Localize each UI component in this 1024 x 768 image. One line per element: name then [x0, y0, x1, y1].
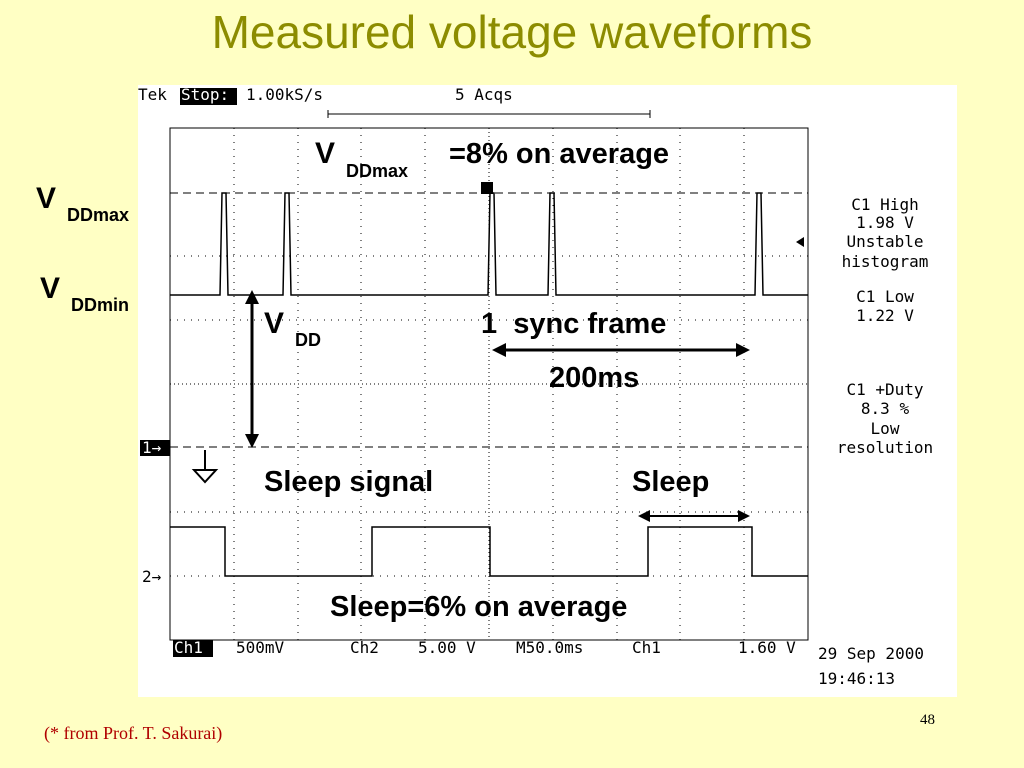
- footnote: (* from Prof. T. Sakurai): [44, 723, 222, 744]
- vddmax-text: =8% on average: [449, 138, 669, 170]
- footer-time: M50.0ms: [516, 638, 583, 657]
- vddmax-v: V: [315, 137, 335, 170]
- readout: resolution: [837, 438, 933, 457]
- readout: 1.22 V: [856, 306, 914, 325]
- footer-trigger-level: 1.60 V: [738, 638, 796, 657]
- page-number: 48: [920, 712, 935, 728]
- scope-rate: 1.00kS/s: [246, 85, 323, 104]
- readout: C1 High: [851, 195, 918, 214]
- vddmax-left-v: V: [36, 182, 56, 215]
- cursor-marker: [796, 237, 804, 247]
- ch2-marker: 2→: [142, 567, 162, 586]
- sleep-average: Sleep=6% on average: [330, 591, 627, 623]
- readout: Unstable: [846, 232, 923, 251]
- ch2-waveform: [170, 526, 808, 577]
- vddmax-sub: DDmax: [346, 161, 408, 181]
- footer-ch2-scale: 5.00 V: [418, 638, 476, 657]
- footer-date: 29 Sep 2000: [818, 644, 924, 663]
- footer-ch2: Ch2: [350, 638, 379, 657]
- footer-trigger-src: Ch1: [632, 638, 661, 657]
- ground-symbol: [191, 450, 219, 484]
- readout: 1.98 V: [856, 213, 914, 232]
- scope-state: Stop:: [181, 85, 229, 104]
- ch1-marker: 1→: [142, 438, 162, 457]
- vdd-v: V: [264, 307, 284, 340]
- readout: histogram: [842, 252, 929, 271]
- scope-panel: [138, 85, 957, 697]
- sleep-signal: Sleep signal: [264, 466, 433, 498]
- footer-ch1-scale: 500mV: [236, 638, 285, 657]
- sleep: Sleep: [632, 466, 709, 498]
- footer-clock: 19:46:13: [818, 669, 895, 688]
- readout: C1 +Duty: [846, 380, 923, 399]
- vddmax-left-sub: DDmax: [67, 205, 129, 225]
- vdd-sub: DD: [295, 330, 321, 350]
- footer-ch1: Ch1: [174, 638, 203, 657]
- graticule: [169, 110, 809, 641]
- readout: Low: [871, 419, 900, 438]
- title: Measured voltage waveforms: [212, 6, 813, 58]
- readout: 8.3 %: [861, 399, 910, 418]
- arrows: [245, 290, 750, 522]
- vddmin-left-sub: DDmin: [71, 295, 129, 315]
- readout: C1 Low: [856, 287, 914, 306]
- scope-acqs: 5 Acqs: [455, 85, 513, 104]
- scope-brand: Tek: [138, 85, 167, 104]
- ch1-waveform: [170, 192, 808, 296]
- sync-frame: 1 sync frame: [481, 308, 666, 340]
- period: 200ms: [549, 362, 639, 394]
- stop-badge: [180, 88, 237, 105]
- vddmin-left-v: V: [40, 272, 60, 305]
